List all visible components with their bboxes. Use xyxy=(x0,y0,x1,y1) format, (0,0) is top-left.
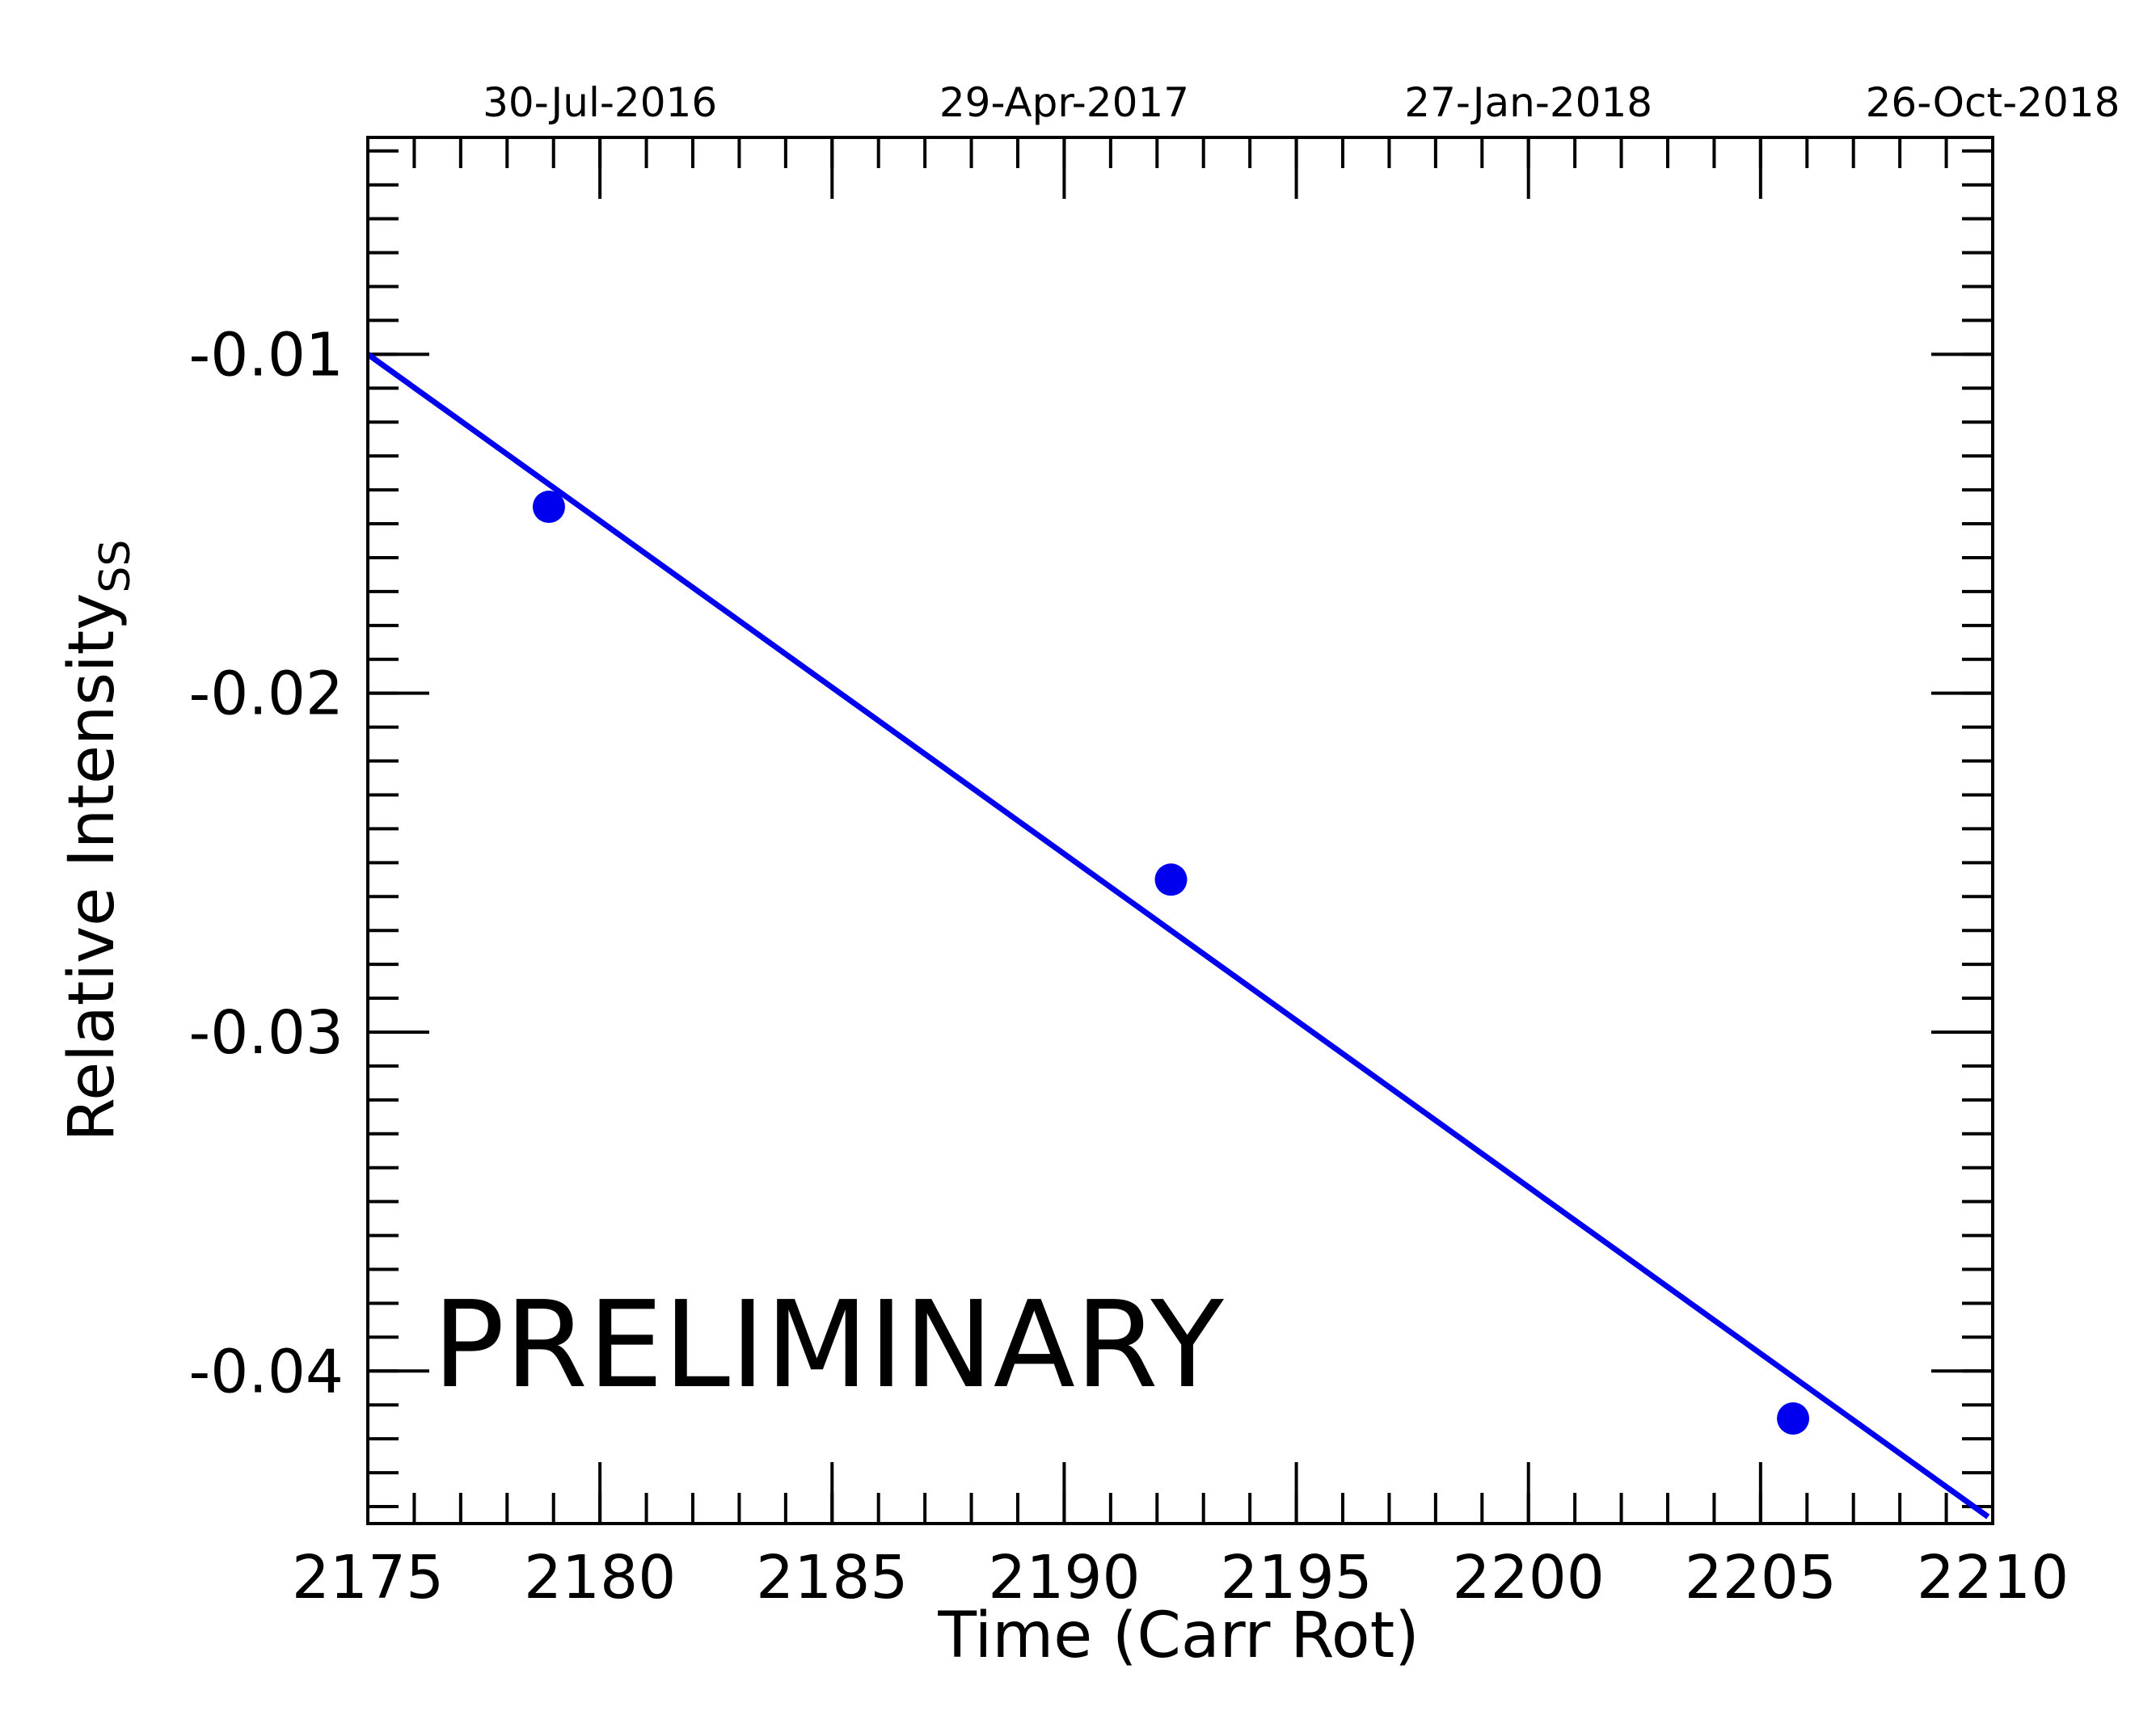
y-tick-labels: -0.01 -0.02 -0.03 -0.04 xyxy=(189,320,344,1406)
x-tick-label: 2200 xyxy=(1453,1543,1605,1612)
y-axis-title: Relative IntensitySS xyxy=(56,540,140,1142)
x-tick-label: 2195 xyxy=(1220,1543,1372,1612)
preliminary-watermark: PRELIMINARY xyxy=(432,1275,1224,1414)
top-date-label: 27-Jan-2018 xyxy=(1404,79,1652,126)
data-points xyxy=(532,491,1810,1435)
x-tick-labels: 2175 2180 2185 2190 2195 2200 2205 2210 xyxy=(292,1543,2069,1612)
y-tick-label: -0.03 xyxy=(189,998,344,1068)
x-tick-label: 2180 xyxy=(524,1543,676,1612)
data-point xyxy=(1154,863,1188,896)
plot-frame xyxy=(366,136,1994,1525)
top-date-label: 30-Jul-2016 xyxy=(483,79,717,126)
x-axis-title: Time (Carr Rot) xyxy=(937,1600,1419,1672)
x-tick-label: 2175 xyxy=(292,1543,444,1612)
x-tick-label: 2210 xyxy=(1917,1543,2069,1612)
top-date-label: 29-Apr-2017 xyxy=(939,79,1189,126)
y-tick-label: -0.04 xyxy=(189,1337,344,1406)
x-tick-label: 2190 xyxy=(988,1543,1140,1612)
y-tick-label: -0.01 xyxy=(189,320,344,390)
y-tick-label: -0.02 xyxy=(189,660,344,729)
top-axis-date-labels: 30-Jul-2016 29-Apr-2017 27-Jan-2018 26-Oct-… xyxy=(483,79,2120,126)
y-axis-title-subscript: SS xyxy=(91,540,140,593)
y-axis-title-main: Relative Intensity xyxy=(56,593,129,1142)
data-point xyxy=(1777,1402,1810,1435)
data-point xyxy=(532,491,565,524)
fit-line xyxy=(365,352,1990,1520)
x-tick-label: 2205 xyxy=(1685,1543,1837,1612)
x-tick-label: 2185 xyxy=(756,1543,908,1612)
top-date-label: 26-Oct-2018 xyxy=(1866,79,2120,126)
